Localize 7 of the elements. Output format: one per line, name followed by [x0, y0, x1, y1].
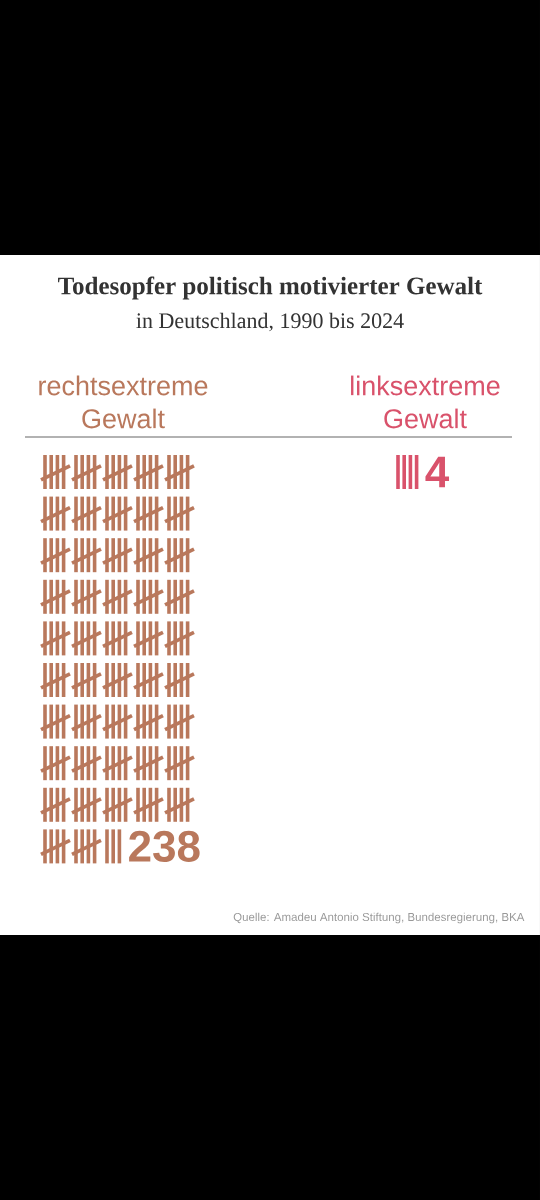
- category-label: linksextreme Gewalt: [351, 375, 500, 429]
- data-label: 238: [129, 830, 200, 862]
- data-label: 4: [425, 456, 450, 488]
- category-label: rechtsextreme Gewalt: [39, 375, 208, 429]
- text: Todesopfer politisch motivierter Gewalt: [58, 276, 483, 300]
- source-note: Quelle: Amadeu Antonio Stiftung, Bundesregierung, BKA: [233, 912, 525, 924]
- text: in Deutschland, 1990 bis 2024: [136, 312, 404, 332]
